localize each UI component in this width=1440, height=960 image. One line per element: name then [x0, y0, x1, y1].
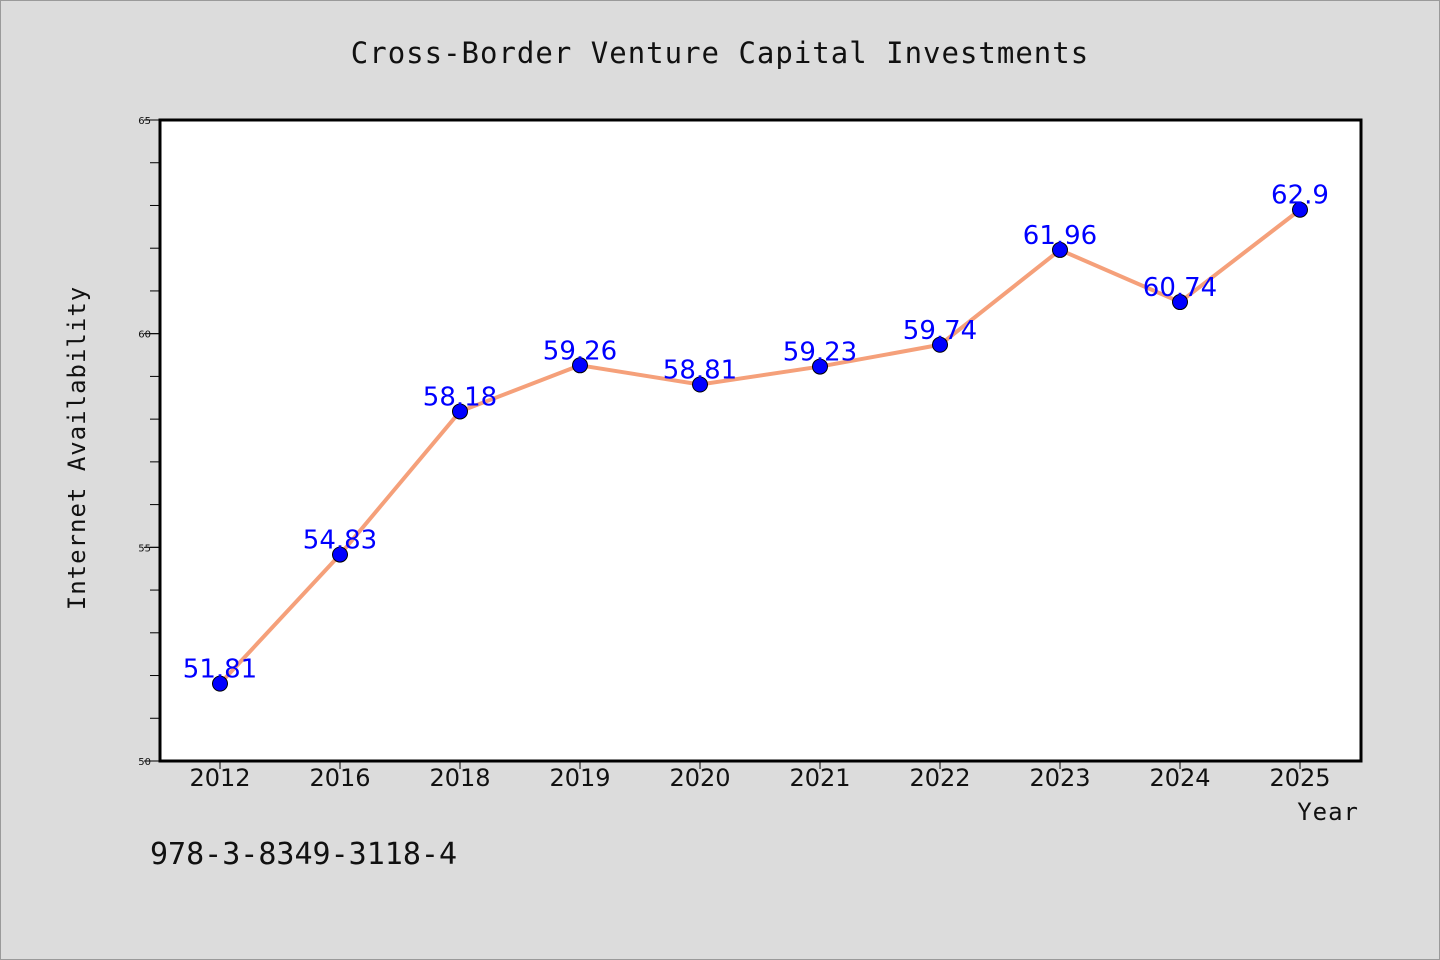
data-label: 51.81: [183, 655, 257, 685]
x-tick-label: 2016: [309, 764, 370, 792]
x-axis-label: Year: [1297, 798, 1359, 826]
x-tick-label: 2024: [1149, 764, 1210, 792]
data-point: [1172, 294, 1188, 311]
data-point: [212, 675, 228, 692]
chart-title: Cross-Border Venture Capital Investments: [351, 36, 1089, 70]
x-tick-label: 2022: [909, 764, 970, 792]
data-point: [1052, 241, 1068, 258]
data-label: 59.74: [903, 316, 977, 346]
data-point: [452, 403, 468, 420]
x-tick-label: 2019: [549, 764, 610, 792]
series-line-group: [218, 207, 1302, 686]
plot-area: [158, 118, 1363, 763]
data-label: 60.74: [1143, 273, 1217, 303]
x-tick-label: 2018: [429, 764, 490, 792]
data-label: 58.18: [423, 382, 497, 412]
x-tick-label: 2023: [1029, 764, 1090, 792]
y-tick-label: 60: [138, 330, 151, 341]
data-label: 59.23: [783, 338, 857, 368]
series-line: [218, 207, 1302, 686]
data-point: [572, 357, 588, 374]
data-label: 59.26: [543, 336, 617, 366]
y-tick-label: 50: [138, 757, 151, 768]
y-axis: 50 55 60 65: [138, 116, 160, 768]
data-label: 62.9: [1271, 181, 1329, 211]
isbn-text: 978-3-8349-3118-4: [150, 837, 457, 872]
y-tick-label: 65: [138, 116, 151, 127]
y-axis-label: Internet Availability: [63, 286, 91, 610]
x-tick-label: 2012: [189, 764, 250, 792]
x-tick-label: 2025: [1269, 764, 1330, 792]
data-label: 54.83: [303, 526, 377, 556]
y-tick-label: 55: [138, 543, 151, 554]
data-point: [692, 376, 708, 393]
data-point: [932, 336, 948, 353]
data-point: [812, 358, 828, 375]
data-point: [1292, 201, 1308, 218]
x-tick-label: 2021: [789, 764, 850, 792]
marker-group: [212, 201, 1308, 692]
data-label: 61.96: [1023, 221, 1097, 251]
data-label-group: 51.81 54.83 58.18 59.26 58.81 59.23 59.74 61.96…: [183, 181, 1329, 685]
data-label: 58.81: [663, 356, 737, 386]
x-tick-label: 2020: [669, 764, 730, 792]
data-point: [332, 546, 348, 563]
x-axis: 2012 2016 2018 2019 2020 2021 2022 2023 2024 2025: [189, 761, 1331, 792]
